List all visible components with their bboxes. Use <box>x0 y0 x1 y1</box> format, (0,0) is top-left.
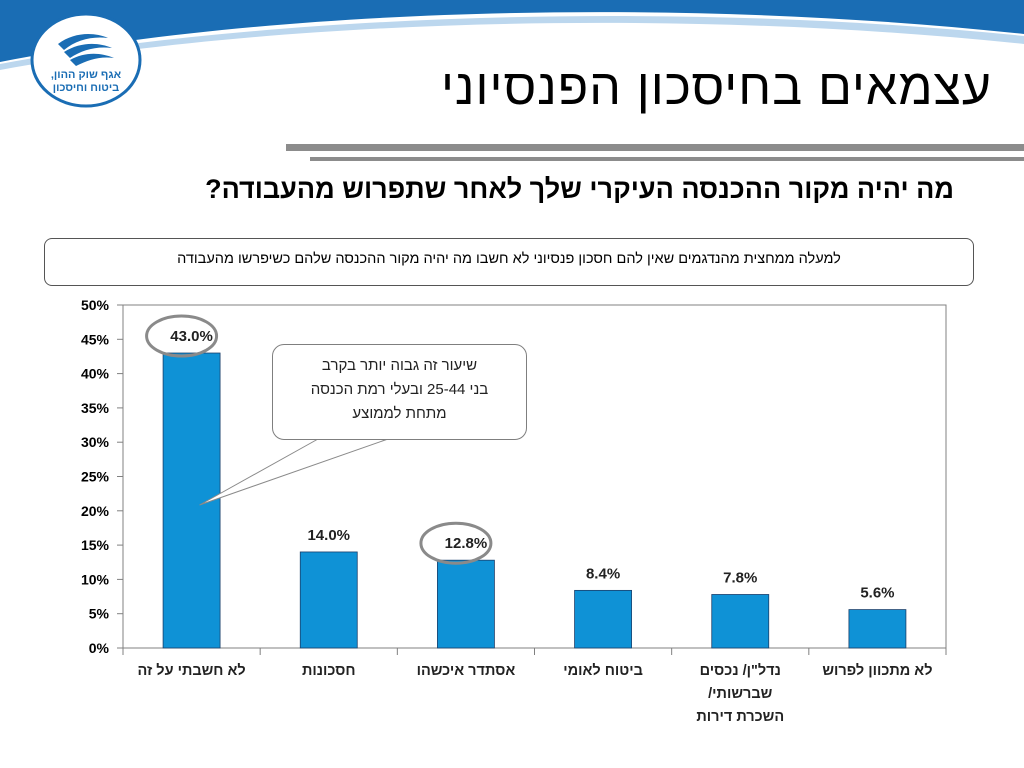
page-title: עצמאים בחיסכון הפנסיוני <box>441 59 992 115</box>
logo-text-line2: ביטוח וחיסכון <box>53 82 119 94</box>
callout-line-1: שיעור זה גבוה יותר בקרב <box>321 357 478 374</box>
y-tick-label: 30% <box>81 434 110 450</box>
y-tick-label: 50% <box>81 297 110 313</box>
ministry-logo: אגף שוק ההון, ביטוח וחיסכון <box>30 12 142 108</box>
note-box: למעלה ממחצית מהנדגמים שאין להם חסכון פנס… <box>44 238 974 286</box>
category-label: לא חשבתי על זה <box>137 663 245 679</box>
category-label: נדל"ן/ נכסים <box>700 663 781 679</box>
y-tick-label: 15% <box>81 537 110 553</box>
y-tick-label: 45% <box>81 331 110 347</box>
bars <box>162 352 907 649</box>
bar-value-label: 14.0% <box>307 527 350 544</box>
callout-bubble: שיעור זה גבוה יותר בקרב בני 25-44 ובעלי … <box>272 344 527 440</box>
bar <box>574 589 632 649</box>
x-axis <box>122 648 947 655</box>
bar-value-label: 5.6% <box>860 585 894 602</box>
bar-value-label: 12.8% <box>445 535 488 552</box>
bar <box>299 551 358 649</box>
survey-question: מה יהיה מקור ההכנסה העיקרי שלך לאחר שתפר… <box>205 174 954 204</box>
highlight-ring <box>419 521 493 565</box>
logo-text-line1: אגף שוק ההון, <box>51 69 122 81</box>
bar-value-label: 43.0% <box>170 328 213 345</box>
category-labels: לא חשבתי על זה חסכונות אסתדר איכשהו ביטוח ל… <box>137 663 932 725</box>
y-tick-label: 0% <box>89 640 110 656</box>
category-label: אסתדר איכשהו <box>417 663 516 679</box>
value-labels: 43.0% 14.0% 12.8% 8.4% 7.8% 5.6% <box>170 328 894 602</box>
bar-value-label: 8.4% <box>586 565 620 582</box>
callout-line-2: בני 25-44 ובעלי רמת הכנסה <box>310 381 489 398</box>
header-wave-decoration <box>0 0 1024 70</box>
y-tick-label: 35% <box>81 400 110 416</box>
note-text: למעלה ממחצית מהנדגמים שאין להם חסכון פנס… <box>177 251 841 267</box>
callout-line-3: מתחת לממוצע <box>352 405 447 422</box>
bar <box>711 594 770 649</box>
category-label: ביטוח לאומי <box>563 663 643 679</box>
y-tick-label: 40% <box>81 366 110 382</box>
plot-area-frame <box>122 304 947 649</box>
category-label: לא מתכוון לפרוש <box>822 663 932 679</box>
category-label: שברשותי/ <box>708 686 772 702</box>
title-rule-thin <box>310 157 1024 161</box>
highlight-ring <box>145 314 219 358</box>
bar-value-label: 7.8% <box>723 569 757 586</box>
bar <box>848 609 907 649</box>
y-tick-label: 10% <box>81 571 110 587</box>
bar <box>437 559 495 649</box>
y-tick-label: 20% <box>81 503 110 519</box>
category-label: השכרת דירות <box>696 709 784 725</box>
y-tick-label: 25% <box>81 469 110 485</box>
bar-chart: 0% 5% 10% 15% 20% 25% 30% 35% 40% 45% 50% 43.0% 14.… <box>81 297 947 725</box>
category-label: חסכונות <box>302 663 356 679</box>
highlight-rings <box>145 314 493 565</box>
callout-pointer <box>199 438 389 506</box>
title-rule-thick <box>286 144 1024 151</box>
y-tick-label: 5% <box>89 606 110 622</box>
